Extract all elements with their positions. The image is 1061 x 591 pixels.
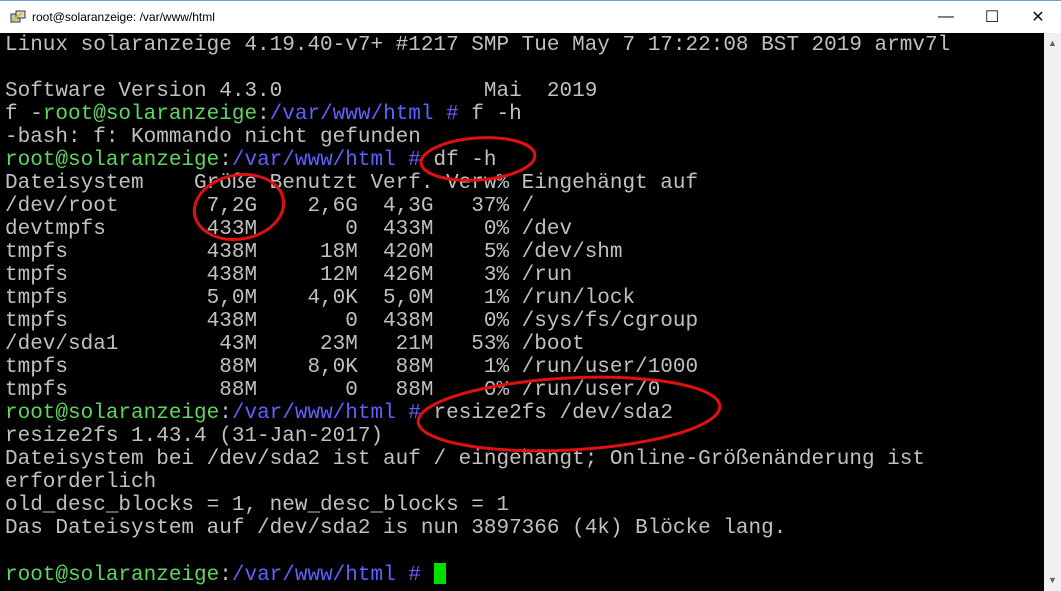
terminal-text: resize2fs /dev/sda2 [420, 402, 673, 425]
minimize-button[interactable]: — [923, 1, 969, 33]
terminal-line: f -root@solaranzeige:/var/www/html # f -… [5, 103, 950, 126]
terminal-text: f - [5, 103, 43, 126]
close-button[interactable]: ✕ [1015, 1, 1061, 33]
terminal-line: resize2fs 1.43.4 (31-Jan-2017) [5, 425, 950, 448]
terminal-text: Dateisystem bei /dev/sda2 ist auf / eing… [5, 448, 925, 471]
terminal-output[interactable]: Linux solaranzeige 4.19.40-v7+ #1217 SMP… [0, 33, 1044, 591]
prompt-user: root@solaranzeige [5, 402, 220, 425]
terminal-line: root@solaranzeige:/var/www/html # df -h [5, 149, 950, 172]
terminal-line: root@solaranzeige:/var/www/html # [5, 563, 950, 587]
prompt-path: /var/www/html # [269, 103, 459, 126]
window-title: root@solaranzeige: /var/www/html [32, 10, 215, 24]
vertical-scrollbar[interactable]: ▲ ▼ [1044, 33, 1061, 591]
terminal-lines: Linux solaranzeige 4.19.40-v7+ #1217 SMP… [5, 34, 950, 587]
terminal-line [5, 540, 950, 563]
terminal-text [421, 564, 434, 587]
prompt-path: /var/www/html # [231, 149, 421, 172]
terminal-text: tmpfs 438M 18M 420M 5% /dev/shm [5, 241, 623, 264]
title-bar[interactable]: root@solaranzeige: /var/www/html — ☐ ✕ [0, 0, 1061, 33]
terminal-text: tmpfs 438M 12M 426M 3% /run [5, 264, 573, 287]
close-icon: ✕ [1031, 9, 1045, 26]
terminal-text: devtmpfs 433M 0 433M 0% /dev [5, 218, 573, 241]
putty-icon [10, 10, 26, 23]
terminal-line: tmpfs 5,0M 4,0K 5,0M 1% /run/lock [5, 287, 950, 310]
terminal-text: /dev/root 7,2G 2,6G 4,3G 37% / [5, 195, 535, 218]
maximize-button[interactable]: ☐ [969, 1, 1015, 33]
scroll-up-icon[interactable]: ▲ [1048, 38, 1057, 48]
terminal-line [5, 57, 950, 80]
terminal-line: tmpfs 88M 8,0K 88M 1% /run/user/1000 [5, 356, 950, 379]
terminal-text: tmpfs 88M 0 88M 0% /run/user/0 [5, 379, 661, 402]
terminal-text: tmpfs 5,0M 4,0K 5,0M 1% /run/lock [5, 287, 636, 310]
terminal-text: : [219, 564, 232, 587]
terminal-text: : [219, 149, 232, 172]
scroll-down-icon[interactable]: ▼ [1048, 575, 1057, 585]
terminal-text: old_desc_blocks = 1, new_desc_blocks = 1 [5, 494, 510, 517]
terminal-text: tmpfs 438M 0 438M 0% /sys/fs/cgroup [5, 310, 699, 333]
terminal-line: tmpfs 438M 18M 420M 5% /dev/shm [5, 241, 950, 264]
terminal-text: tmpfs 88M 8,0K 88M 1% /run/user/1000 [5, 356, 699, 379]
terminal-line: Software Version 4.3.0 Mai 2019 [5, 80, 950, 103]
terminal-text: erforderlich [5, 471, 157, 494]
terminal-line: old_desc_blocks = 1, new_desc_blocks = 1 [5, 494, 950, 517]
terminal-line: /dev/sda1 43M 23M 21M 53% /boot [5, 333, 950, 356]
terminal-text: df -h [420, 149, 497, 172]
terminal-line: Linux solaranzeige 4.19.40-v7+ #1217 SMP… [5, 34, 950, 57]
terminal-line: Dateisystem Größe Benutzt Verf. Verw% Ei… [5, 172, 950, 195]
terminal-text: /dev/sda1 43M 23M 21M 53% /boot [5, 333, 585, 356]
terminal-text: -bash: f: Kommando nicht gefunden [5, 126, 421, 149]
terminal-line: -bash: f: Kommando nicht gefunden [5, 126, 950, 149]
terminal-line: devtmpfs 433M 0 433M 0% /dev [5, 218, 950, 241]
terminal-text: : [219, 402, 232, 425]
prompt-user: root@solaranzeige [5, 564, 220, 587]
text-cursor [433, 563, 446, 584]
terminal-text: : [257, 103, 270, 126]
terminal-text: Dateisystem Größe Benutzt Verf. Verw% Ei… [5, 172, 699, 195]
terminal-line: Dateisystem bei /dev/sda2 ist auf / eing… [5, 448, 950, 471]
prompt-path: /var/www/html # [231, 564, 421, 587]
terminal-line: tmpfs 438M 12M 426M 3% /run [5, 264, 950, 287]
terminal-text: resize2fs 1.43.4 (31-Jan-2017) [5, 425, 384, 448]
terminal-line: /dev/root 7,2G 2,6G 4,3G 37% / [5, 195, 950, 218]
terminal-text: Das Dateisystem auf /dev/sda2 is nun 389… [5, 517, 787, 540]
terminal-line: tmpfs 88M 0 88M 0% /run/user/0 [5, 379, 950, 402]
prompt-user: root@solaranzeige [42, 103, 258, 126]
terminal-text: Linux solaranzeige 4.19.40-v7+ #1217 SMP… [5, 34, 951, 57]
terminal-text: Software Version 4.3.0 Mai 2019 [5, 80, 598, 103]
prompt-path: /var/www/html # [231, 402, 421, 425]
terminal-line: Das Dateisystem auf /dev/sda2 is nun 389… [5, 517, 950, 540]
terminal-text: f -h [458, 103, 522, 126]
terminal-line: tmpfs 438M 0 438M 0% /sys/fs/cgroup [5, 310, 950, 333]
maximize-icon: ☐ [984, 9, 1000, 26]
prompt-user: root@solaranzeige [5, 149, 220, 172]
minimize-icon: — [938, 8, 954, 25]
terminal-line: root@solaranzeige:/var/www/html # resize… [5, 402, 950, 425]
terminal-line: erforderlich [5, 471, 950, 494]
